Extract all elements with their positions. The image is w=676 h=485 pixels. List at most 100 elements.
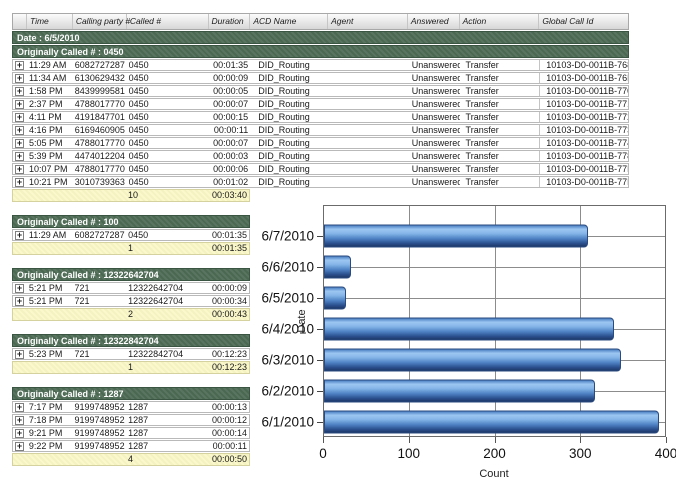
cell-duration: 00:00:03 <box>213 151 249 161</box>
cell-time: 1:58 PM <box>28 86 63 96</box>
cell-duration: 00:00:12 <box>211 415 248 425</box>
cell-duration: 00:00:05 <box>213 86 249 96</box>
expand-button[interactable]: + <box>15 112 24 122</box>
cell-calling-party: 4191847701 <box>74 112 125 122</box>
bar-row <box>324 345 665 376</box>
expand-cell: + <box>13 125 27 135</box>
cell-action: Transfer <box>465 151 499 161</box>
cell-calling-party: 6130629432 <box>74 73 125 83</box>
cell-calling-party: 6082727287 <box>74 230 125 240</box>
call-row: +11:29 AM 6082727287 0450 00:01:35 <box>12 229 250 241</box>
expand-button[interactable]: + <box>15 86 24 96</box>
bar <box>324 224 589 248</box>
call-row: +5:23 PM 721 12322842704 00:12:23 <box>12 348 250 360</box>
column-header-answered: Answered <box>408 14 460 29</box>
expand-button[interactable]: + <box>15 164 24 174</box>
column-header-expand <box>13 14 27 29</box>
originally-called-group-header: Originally Called # : 100 <box>12 215 250 228</box>
x-tick-label: 100 <box>397 446 421 461</box>
column-header-calling-party: Calling party # <box>73 14 130 29</box>
expand-button[interactable]: + <box>15 138 24 148</box>
cell-agent <box>328 138 408 148</box>
cell-duration: 00:00:11 <box>212 441 248 451</box>
column-header-action: Action <box>460 14 540 29</box>
y-tick-label: 6/7/2010 <box>261 228 314 244</box>
call-row: +11:29 AM 6082727287 0450 00:01:35 DID_Routi… <box>12 59 629 71</box>
cell-acd-name: DID_Routing <box>258 177 310 187</box>
cell-answered: Unanswered <box>411 125 460 135</box>
cell-time: 4:11 PM <box>28 112 62 122</box>
cell-time: 9:22 PM <box>28 441 63 451</box>
expand-button[interactable]: + <box>15 73 24 83</box>
cell-duration: 00:00:09 <box>211 283 248 293</box>
cell-calling-party: 9199748952 <box>74 415 125 425</box>
expand-cell: + <box>13 99 27 109</box>
bar-row <box>324 376 665 407</box>
column-header-called: Called # <box>127 14 209 29</box>
chart-plot-area <box>323 205 666 437</box>
calls-by-date-chart: 6/7/2010 6/6/2010 6/5/2010 6/4/2010 6/3/2010… <box>240 200 676 485</box>
date-group-header: Date : 6/5/2010 <box>12 31 629 44</box>
cell-action: Transfer <box>465 99 499 109</box>
y-tick-mark <box>317 422 323 424</box>
expand-button[interactable]: + <box>15 441 24 451</box>
summary-duration: 00:01:35 <box>211 243 247 253</box>
expand-button[interactable]: + <box>15 349 24 359</box>
cell-acd-name: DID_Routing <box>258 125 310 135</box>
expand-button[interactable]: + <box>15 60 24 70</box>
cell-duration: 00:00:14 <box>211 428 248 438</box>
call-row: +7:17 PM 9199748952 1287 00:00:13 <box>12 401 250 413</box>
group-summary-row: 4 00:00:50 <box>12 453 250 466</box>
call-row: +9:22 PM 9199748952 1287 00:00:11 <box>12 440 250 452</box>
expand-cell: + <box>13 296 27 306</box>
x-tick-label: 0 <box>319 446 327 461</box>
cell-answered: Unanswered <box>411 99 460 109</box>
cell-calling-party: 4788017770 <box>74 99 125 109</box>
expand-button[interactable]: + <box>15 125 24 135</box>
cell-agent <box>328 164 408 174</box>
cell-time: 11:34 AM <box>28 73 67 83</box>
cell-called: 12322642704 <box>128 296 184 306</box>
summary-count: 2 <box>128 309 134 319</box>
summary-count: 1 <box>128 243 134 253</box>
expand-button[interactable]: + <box>15 415 24 425</box>
cell-action: Transfer <box>465 138 499 148</box>
cell-called: 0450 <box>128 86 149 96</box>
y-tick-mark <box>317 235 323 237</box>
y-tick-mark <box>317 329 323 330</box>
cell-time: 10:21 PM <box>28 177 68 187</box>
cell-acd-name: DID_Routing <box>258 151 310 161</box>
cell-called: 0450 <box>128 230 149 240</box>
cell-calling-party: 9199748952 <box>74 402 125 412</box>
cell-called: 1287 <box>128 415 149 425</box>
expand-cell: + <box>13 415 27 425</box>
expand-button[interactable]: + <box>15 230 24 240</box>
y-tick-label: 6/3/2010 <box>261 352 314 368</box>
cell-agent <box>328 177 408 187</box>
expand-button[interactable]: + <box>15 283 24 293</box>
expand-button[interactable]: + <box>15 151 24 161</box>
cell-action: Transfer <box>465 60 499 70</box>
cell-called: 0450 <box>128 138 149 148</box>
cell-called: 0450 <box>128 177 149 187</box>
cell-time: 10:07 PM <box>28 164 68 174</box>
cell-calling-party: 4788017770 <box>74 164 125 174</box>
expand-cell: + <box>13 73 27 83</box>
cell-calling-party: 9199748952 <box>74 428 125 438</box>
expand-button[interactable]: + <box>15 428 24 438</box>
y-tick-label: 6/2/2010 <box>261 383 314 399</box>
cell-duration: 00:00:13 <box>211 402 248 412</box>
expand-button[interactable]: + <box>15 402 24 412</box>
cell-acd-name: DID_Routing <box>258 73 310 83</box>
chart-y-axis-title: Date <box>296 309 308 333</box>
cell-action: Transfer <box>465 86 499 96</box>
cell-action: Transfer <box>465 125 499 135</box>
expand-button[interactable]: + <box>15 177 24 187</box>
cell-answered: Unanswered <box>411 177 460 187</box>
expand-button[interactable]: + <box>15 99 24 109</box>
expand-button[interactable]: + <box>15 296 24 306</box>
category-gridline <box>324 266 665 268</box>
cell-acd-name: DID_Routing <box>258 138 310 148</box>
column-header-acd-name: ACD Name <box>250 14 329 29</box>
y-tick-label: 6/5/2010 <box>261 290 314 306</box>
